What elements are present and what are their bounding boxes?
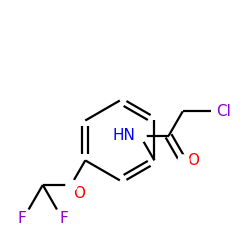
Text: O: O — [74, 186, 86, 201]
Text: Cl: Cl — [216, 104, 230, 119]
Text: HN: HN — [113, 128, 136, 144]
Text: F: F — [59, 211, 68, 226]
Text: O: O — [188, 153, 200, 168]
Text: F: F — [18, 211, 26, 226]
